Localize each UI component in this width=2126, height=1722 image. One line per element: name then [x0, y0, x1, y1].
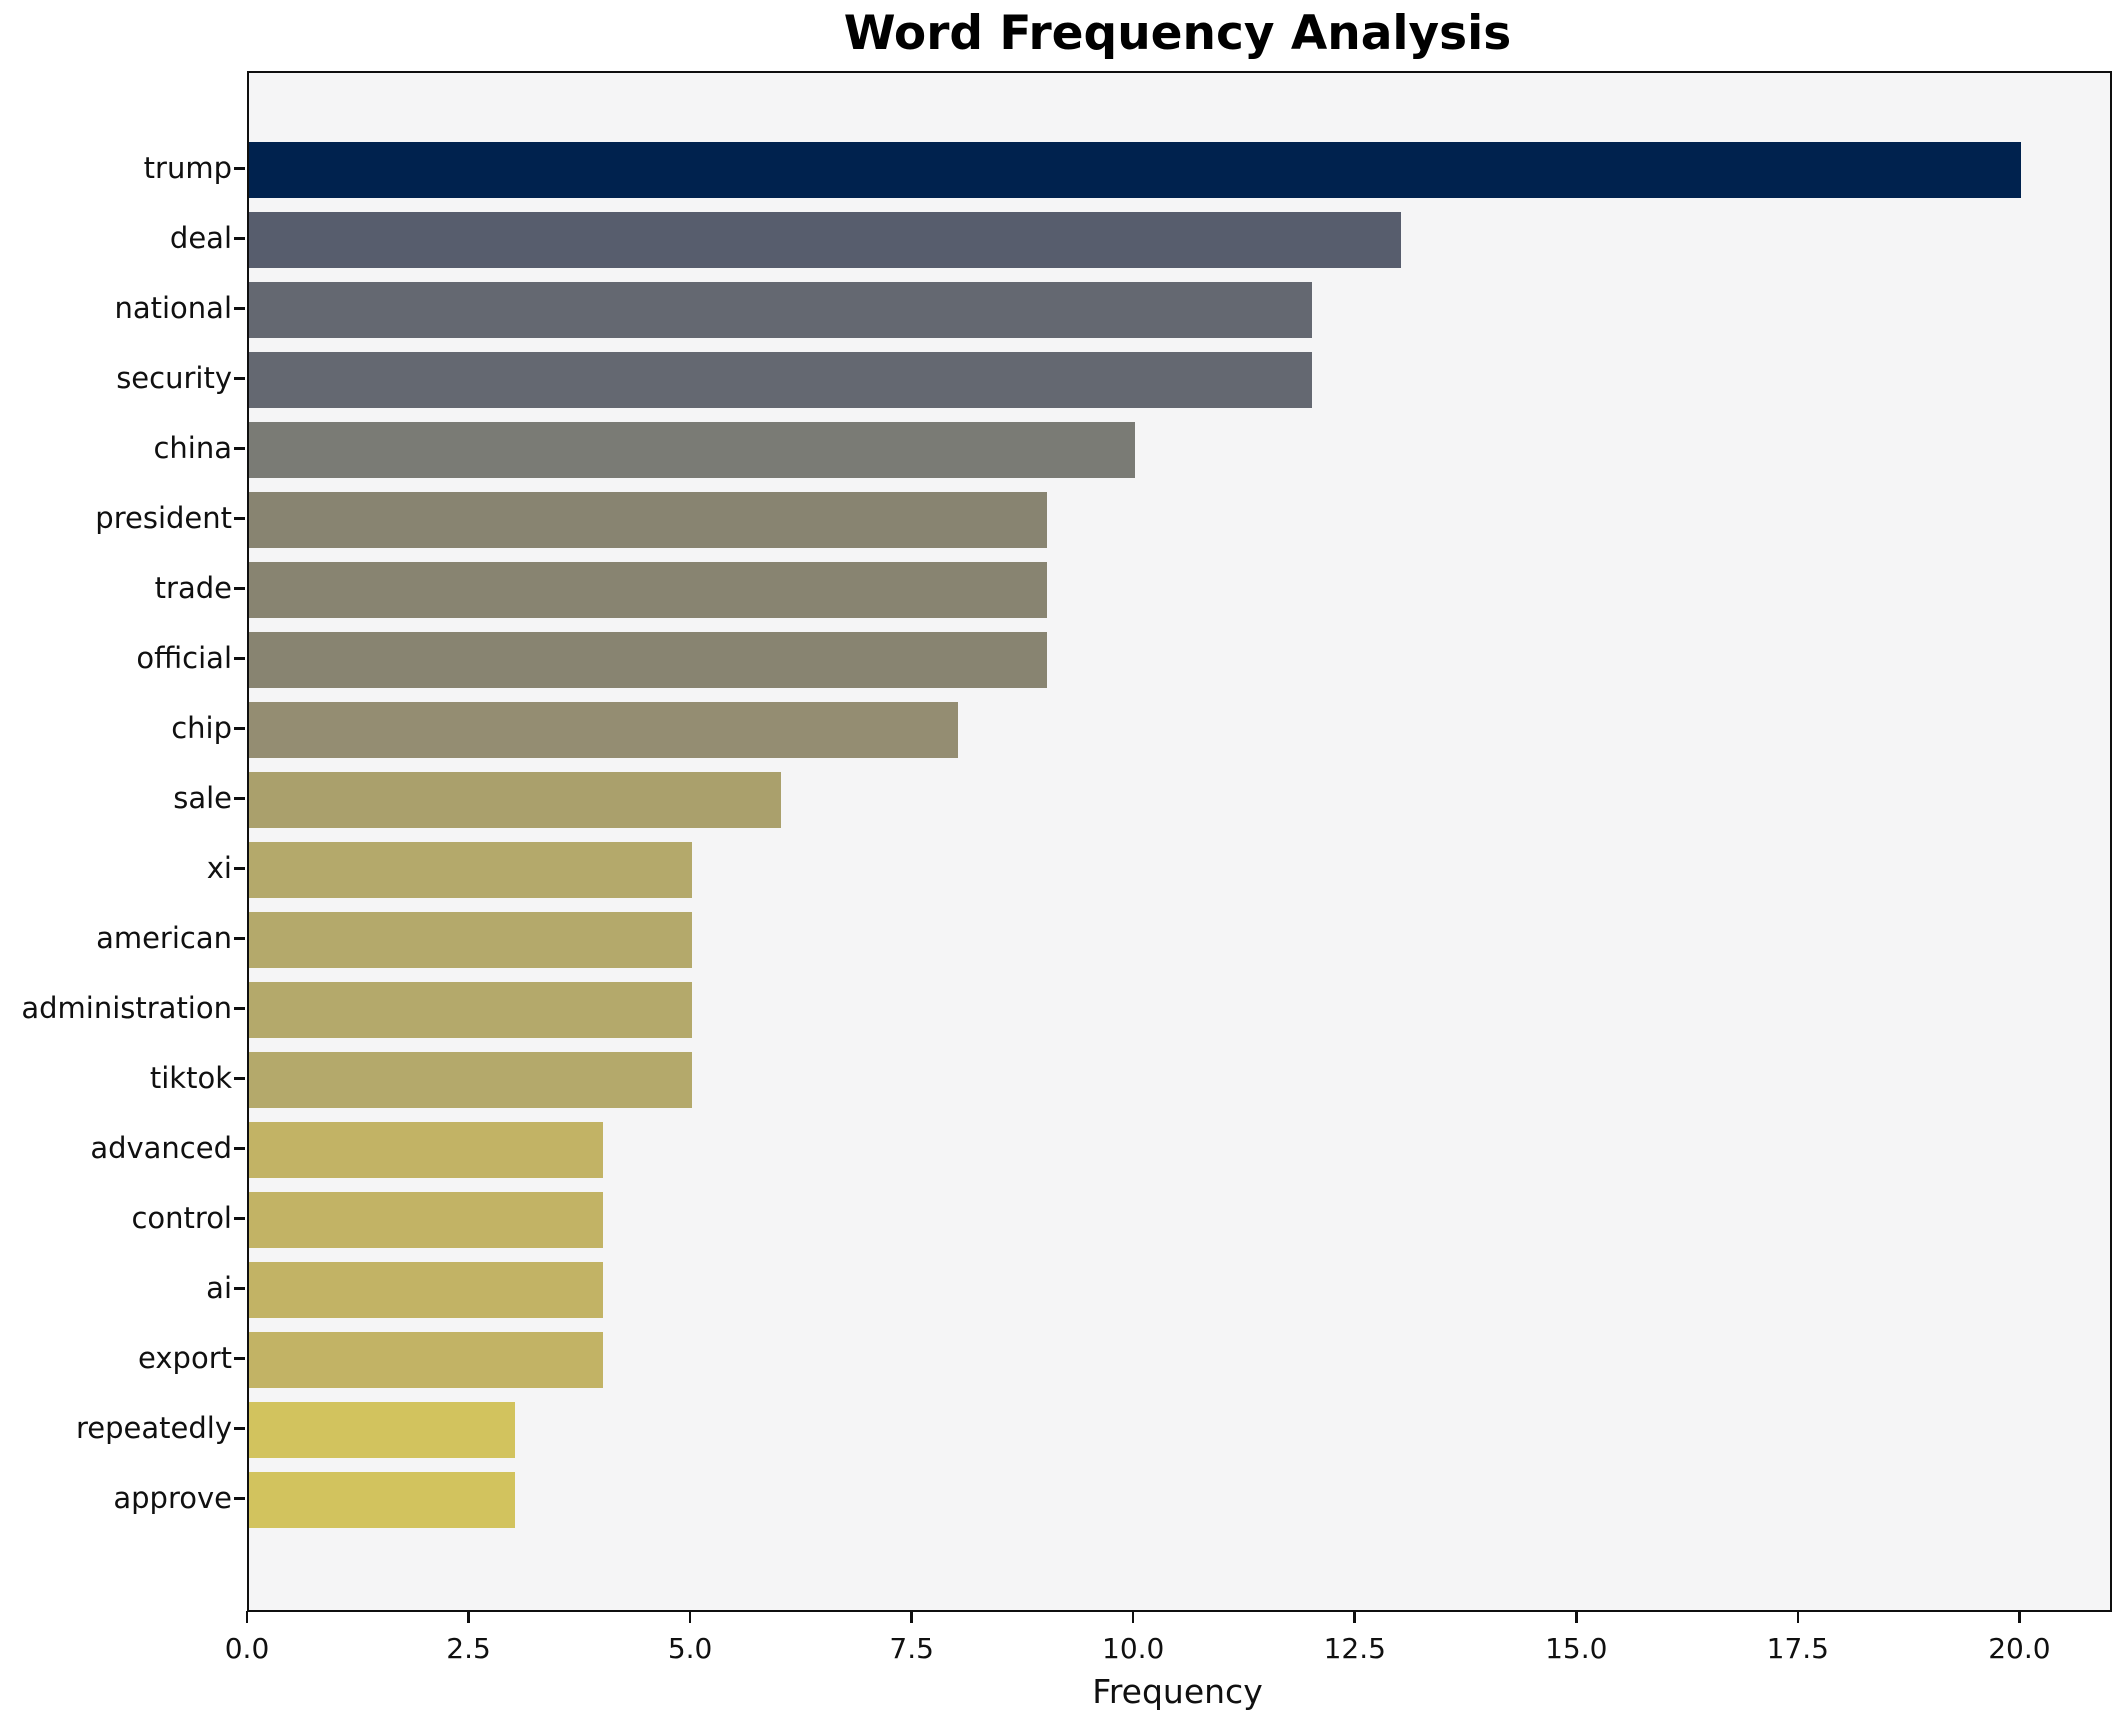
xtick-mark	[1575, 1610, 1578, 1623]
bar-trade	[249, 562, 1047, 618]
bar-repeatedly	[249, 1402, 515, 1458]
xtick-mark	[1796, 1610, 1800, 1623]
ytick-label-control: control	[131, 1201, 232, 1235]
ytick-mark	[234, 1497, 245, 1500]
ytick-label-national: national	[114, 291, 232, 325]
ytick-mark	[234, 1287, 245, 1290]
xtick-mark	[467, 1610, 470, 1623]
ytick-label-official: official	[136, 641, 232, 675]
xtick-mark	[688, 1610, 692, 1623]
bar-security	[249, 352, 1313, 408]
bar-president	[249, 492, 1047, 548]
ytick-label-president: president	[95, 501, 232, 535]
xtick-label-2.5: 2.5	[446, 1632, 491, 1665]
xtick-mark	[1353, 1610, 1356, 1623]
ytick-mark	[234, 587, 245, 590]
ytick-mark	[234, 237, 245, 240]
bar-chip	[249, 702, 958, 758]
chart-title: Word Frequency Analysis	[843, 6, 1512, 61]
bar-china	[249, 422, 1136, 478]
ytick-mark	[234, 867, 245, 870]
bar-deal	[249, 212, 1402, 268]
xtick-mark	[245, 1610, 249, 1623]
bar-trump	[249, 142, 2022, 198]
bar-ai	[249, 1262, 604, 1318]
ytick-label-sale: sale	[173, 781, 232, 815]
xtick-label-0.0: 0.0	[224, 1632, 270, 1665]
ytick-label-advanced: advanced	[90, 1131, 232, 1165]
bar-sale	[249, 772, 781, 828]
xtick-label-15.0: 15.0	[1545, 1632, 1608, 1665]
ytick-label-chip: chip	[171, 711, 232, 745]
ytick-mark	[234, 377, 245, 380]
bar-official	[249, 632, 1047, 688]
ytick-mark	[234, 517, 245, 520]
xtick-label-5.0: 5.0	[667, 1632, 713, 1665]
ytick-label-approve: approve	[113, 1481, 232, 1515]
ytick-label-trump: trump	[143, 151, 232, 185]
xtick-label-17.5: 17.5	[1766, 1632, 1829, 1665]
xtick-mark	[910, 1610, 913, 1623]
ytick-mark	[234, 1077, 245, 1080]
ytick-mark	[234, 1217, 245, 1220]
ytick-mark	[234, 167, 245, 170]
bar-xi	[249, 842, 693, 898]
ytick-label-ai: ai	[206, 1271, 232, 1305]
ytick-mark	[234, 1007, 245, 1010]
ytick-label-tiktok: tiktok	[149, 1061, 232, 1095]
ytick-mark	[234, 1357, 245, 1360]
ytick-mark	[234, 657, 245, 660]
bar-export	[249, 1332, 604, 1388]
xtick-mark	[2018, 1610, 2021, 1623]
plot-area	[247, 71, 2112, 1612]
ytick-mark	[234, 307, 245, 310]
ytick-label-export: export	[138, 1341, 232, 1375]
xtick-label-7.5: 7.5	[889, 1632, 934, 1665]
ytick-mark	[234, 937, 245, 940]
x-axis-title: Frequency	[1092, 1672, 1263, 1711]
ytick-label-china: china	[153, 431, 232, 465]
bar-national	[249, 282, 1313, 338]
bar-control	[249, 1192, 604, 1248]
xtick-mark	[1131, 1610, 1135, 1623]
xtick-label-20.0: 20.0	[1988, 1632, 2051, 1665]
bar-american	[249, 912, 693, 968]
ytick-mark	[234, 1427, 245, 1430]
ytick-label-repeatedly: repeatedly	[76, 1411, 232, 1445]
bar-advanced	[249, 1122, 604, 1178]
ytick-label-american: american	[96, 921, 232, 955]
bar-tiktok	[249, 1052, 693, 1108]
ytick-label-administration: administration	[21, 991, 232, 1025]
ytick-label-trade: trade	[154, 571, 232, 605]
ytick-label-deal: deal	[169, 221, 232, 255]
bar-approve	[249, 1472, 515, 1528]
xtick-label-12.5: 12.5	[1323, 1632, 1386, 1665]
ytick-label-xi: xi	[206, 851, 232, 885]
bar-administration	[249, 982, 693, 1038]
ytick-mark	[234, 727, 245, 730]
ytick-label-security: security	[116, 361, 232, 395]
ytick-mark	[234, 1147, 245, 1150]
xtick-label-10.0: 10.0	[1102, 1632, 1165, 1665]
ytick-mark	[234, 797, 245, 800]
ytick-mark	[234, 447, 245, 450]
